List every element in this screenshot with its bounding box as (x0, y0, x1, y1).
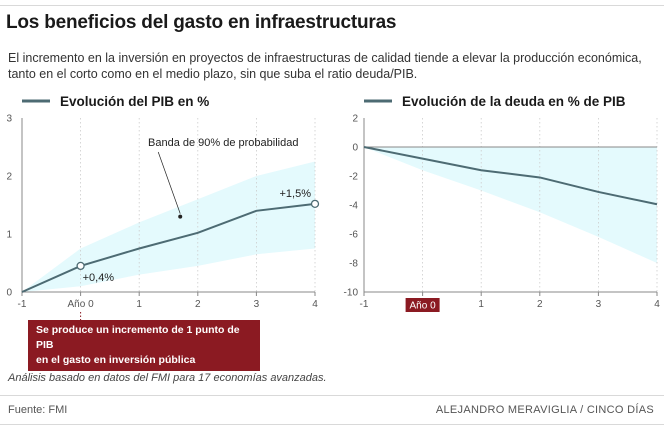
pib-value-marker (76, 261, 85, 271)
page-subtitle: El incremento en la inversión en proyect… (8, 51, 642, 81)
deuda-y-tick-label: -4 (349, 201, 358, 212)
callout-line-2: en el gasto en inversión pública (36, 354, 196, 366)
deuda-series-line (363, 146, 658, 206)
top-divider (0, 5, 664, 6)
pib-series-line (21, 202, 316, 293)
pib-x-tick-label: 3 (254, 299, 260, 310)
deuda-x-tick-label: 2 (537, 299, 543, 310)
pib-value-marker (310, 199, 320, 208)
deuda-x-tick-label: -1 (360, 299, 369, 310)
pib-y-tick-label: 0 (6, 288, 12, 299)
deuda-y-tick-label: -6 (349, 230, 358, 241)
callout-line-1: Se produce un incremento de 1 punto de P… (36, 324, 240, 351)
deuda-y-tick-label: -8 (349, 259, 358, 270)
deuda-y-tick-label: -2 (349, 172, 358, 183)
pib-chart: Evolución del PIB en % 0 1 2 3 -1 Año 0 1 2 3 4 +0,… (6, 94, 320, 322)
deuda-x-tick-label: 3 (596, 299, 602, 310)
deuda-x-tick-label: 1 (478, 299, 484, 310)
pib-x-tick-label: 1 (136, 299, 142, 310)
pib-value-label: +1,5% (280, 188, 312, 200)
page-title: Los beneficios del gasto en infraestruct… (6, 12, 397, 33)
pib-annotation-label: Banda de 90% de probabilidad (148, 137, 298, 149)
event-callout: Se produce un incremento de 1 punto de P… (28, 320, 260, 371)
deuda-chart: Evolución de la deuda en % de PIB 2 0 -2 -4 -… (344, 94, 660, 312)
footer-divider (0, 395, 664, 396)
pib-y-tick-label: 3 (6, 114, 12, 125)
pib-y-tick-label: 1 (6, 230, 12, 241)
pib-value-label: +0,4% (83, 272, 115, 284)
pib-confidence-band (22, 161, 315, 292)
pib-y-tick-label: 2 (6, 172, 12, 183)
credit-label: ALEJANDRO MERAVIGLIA / CINCO DÍAS (435, 404, 654, 416)
deuda-y-tick-label: -10 (344, 288, 359, 299)
pib-x-tick-label: 4 (312, 299, 318, 310)
deuda-y-tick-label: 0 (352, 143, 358, 154)
deuda-confidence-band (364, 147, 657, 263)
charts-canvas: Evolución del PIB en % 0 1 2 3 -1 Año 0 1 2 3 4 +0,… (6, 94, 660, 322)
deuda-year0-badge (405, 298, 440, 312)
pib-annotation-dot (178, 214, 183, 219)
pib-x-tick-label: -1 (18, 299, 27, 310)
pib-annotation-leader (157, 151, 181, 214)
deuda-chart-title: Evolución de la deuda en % de PIB (402, 94, 626, 109)
methodology-note: Análisis basado en datos del FMI para 17… (8, 372, 327, 384)
pib-x-tick-label: 2 (195, 299, 201, 310)
deuda-x-tick-label: Año 0 (410, 301, 437, 312)
deuda-x-tick-label: 4 (654, 299, 660, 310)
pib-chart-title: Evolución del PIB en % (60, 94, 209, 109)
bottom-divider (0, 424, 664, 425)
pib-x-tick-label: Año 0 (68, 299, 95, 310)
source-label: Fuente: FMI (8, 404, 68, 416)
deuda-y-tick-label: 2 (352, 114, 358, 125)
